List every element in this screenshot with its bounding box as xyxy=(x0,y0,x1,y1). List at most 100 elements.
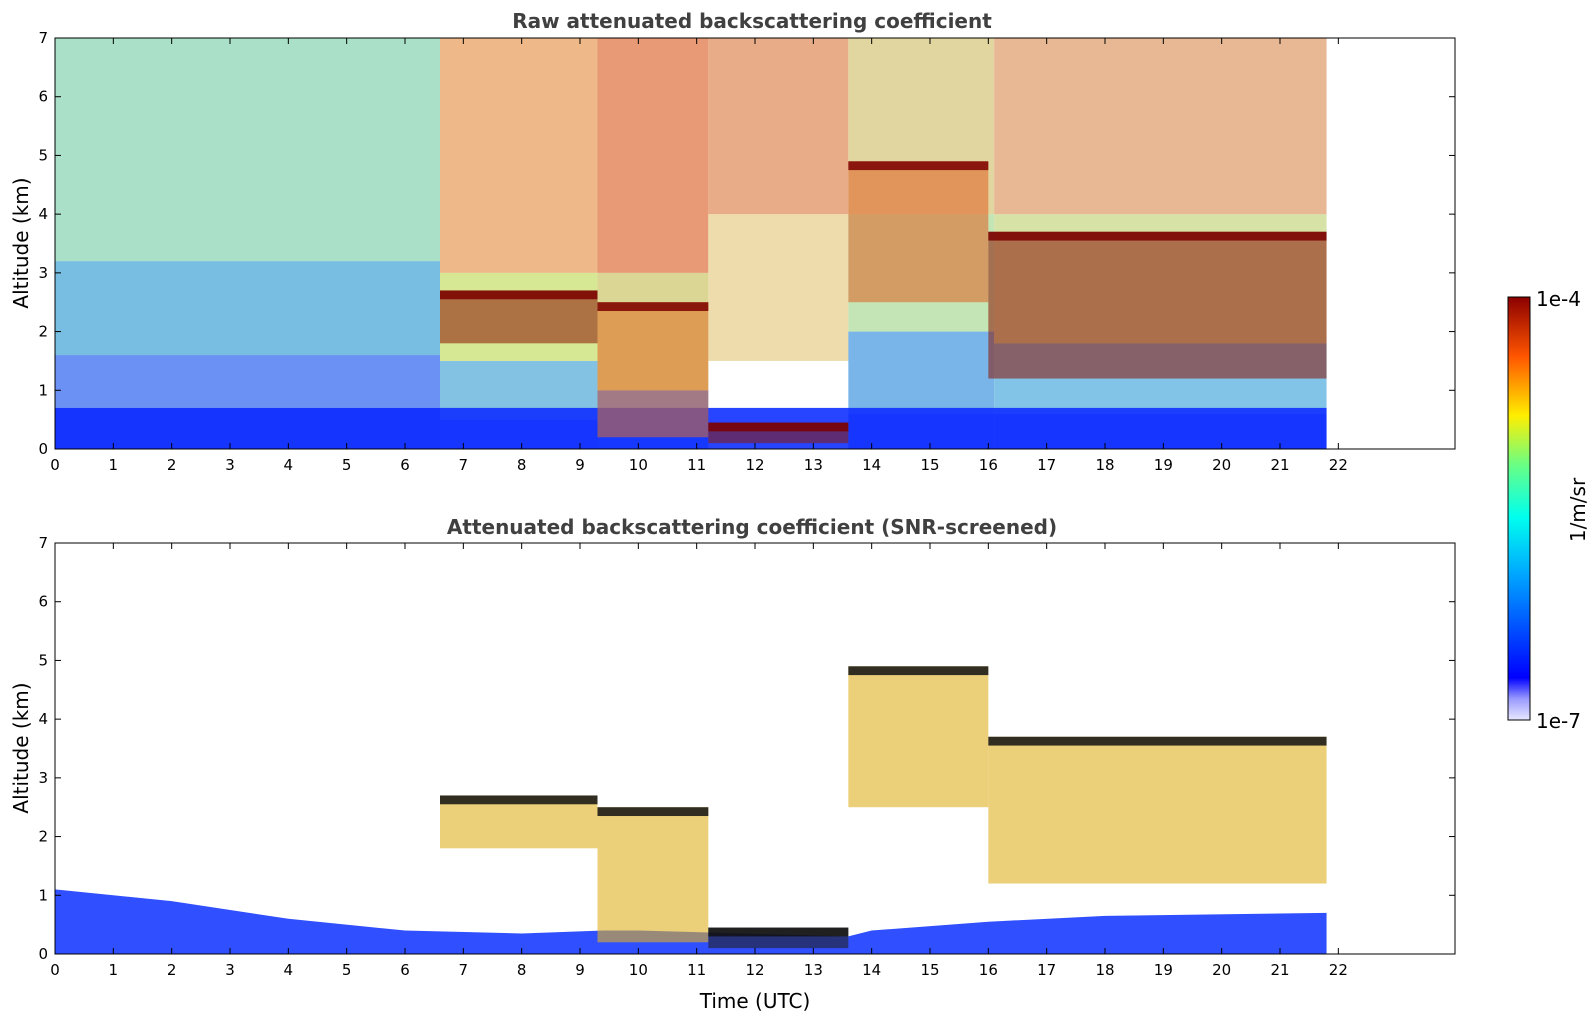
panel-title-raw: Raw attenuated backscattering coefficien… xyxy=(512,9,992,33)
x-tick-label: 1 xyxy=(109,961,119,979)
x-tick-label: 13 xyxy=(804,961,823,979)
x-tick-label: 14 xyxy=(862,456,881,474)
x-tick-label: 4 xyxy=(284,456,294,474)
y-tick-label: 5 xyxy=(38,146,48,164)
y-tick-label: 1 xyxy=(38,886,48,904)
background-band xyxy=(440,38,598,273)
x-ticks-raw: 0 1 2 3 4 5 6 7 8 9 10 11 12 13 14 15 16 17 18 19 20 21 22 xyxy=(50,38,1348,474)
background-band xyxy=(597,38,709,273)
y-tick-label: 2 xyxy=(38,323,48,341)
colorbar-unit-label: 1/m/sr xyxy=(1566,477,1590,542)
panel-raw: Raw attenuated backscattering coefficien… xyxy=(9,9,1456,474)
x-tick-label: 13 xyxy=(804,456,823,474)
x-tick-label: 4 xyxy=(284,961,294,979)
x-tick-label: 18 xyxy=(1095,961,1114,979)
colorbar-scale xyxy=(1507,296,1531,721)
x-tick-label: 10 xyxy=(629,961,648,979)
x-tick-label: 8 xyxy=(517,456,527,474)
x-tick-label: 20 xyxy=(1212,456,1231,474)
x-tick-label: 21 xyxy=(1270,961,1289,979)
no-data-region xyxy=(1326,543,1455,954)
x-tick-label: 7 xyxy=(459,961,469,979)
colorbar-max-label: 1e-4 xyxy=(1536,287,1581,311)
cloud-layer xyxy=(848,666,989,808)
y-ticks-raw: 0 1 2 3 4 5 6 7 xyxy=(38,29,1455,458)
x-axis-label: Time (UTC) xyxy=(699,989,811,1013)
background-band xyxy=(55,38,440,262)
background-band xyxy=(55,261,440,356)
x-tick-label: 12 xyxy=(745,456,764,474)
x-tick-label: 8 xyxy=(517,961,527,979)
x-tick-label: 21 xyxy=(1270,456,1289,474)
background-band xyxy=(55,355,440,408)
y-tick-label: 4 xyxy=(38,205,48,223)
x-tick-label: 20 xyxy=(1212,961,1231,979)
x-tick-label: 14 xyxy=(862,961,881,979)
x-tick-label: 5 xyxy=(342,456,352,474)
cloud-top xyxy=(440,795,598,805)
aerosol-layer xyxy=(55,889,1327,954)
x-tick-label: 16 xyxy=(979,961,998,979)
colorbar: 1e-4 1e-7 1/m/sr xyxy=(1507,287,1590,733)
x-ticks-screened: 0 1 2 3 4 5 6 7 8 9 10 11 12 13 14 15 16 17 18 19 20 21 22 xyxy=(50,543,1348,979)
x-tick-label: 5 xyxy=(342,961,352,979)
x-tick-label: 0 xyxy=(50,961,60,979)
y-tick-label: 0 xyxy=(38,440,48,458)
y-tick-label: 6 xyxy=(38,593,48,611)
x-tick-label: 2 xyxy=(167,456,177,474)
x-tick-label: 3 xyxy=(225,456,235,474)
x-tick-label: 18 xyxy=(1095,456,1114,474)
x-tick-label: 6 xyxy=(400,456,410,474)
cloud-layer xyxy=(848,161,989,303)
heatmap-screened xyxy=(55,543,1455,954)
cloud-top xyxy=(848,666,989,676)
background-band xyxy=(994,38,1327,215)
y-tick-label: 7 xyxy=(38,534,48,552)
panel-title-screened: Attenuated backscattering coefficient (S… xyxy=(447,515,1057,539)
y-tick-label: 1 xyxy=(38,381,48,399)
y-tick-label: 6 xyxy=(38,88,48,106)
x-tick-label: 15 xyxy=(920,456,939,474)
y-ticks-screened: 0 1 2 3 4 5 6 7 xyxy=(38,534,1455,963)
x-tick-label: 2 xyxy=(167,961,177,979)
x-tick-label: 17 xyxy=(1037,456,1056,474)
colorbar-min-label: 1e-7 xyxy=(1536,709,1581,733)
y-tick-label: 5 xyxy=(38,651,48,669)
x-tick-label: 19 xyxy=(1154,961,1173,979)
background-band xyxy=(848,331,995,414)
x-tick-label: 22 xyxy=(1329,961,1348,979)
background-band xyxy=(708,38,849,215)
x-tick-label: 22 xyxy=(1329,456,1348,474)
y-axis-label-screened: Altitude (km) xyxy=(9,682,33,813)
x-tick-label: 12 xyxy=(745,961,764,979)
cloud-top xyxy=(708,422,849,432)
cloud-layer xyxy=(597,302,709,438)
x-tick-label: 11 xyxy=(687,961,706,979)
cloud-top xyxy=(708,927,849,937)
no-data-region xyxy=(1326,38,1455,449)
y-tick-label: 3 xyxy=(38,264,48,282)
x-tick-label: 9 xyxy=(575,456,585,474)
cloud-layer xyxy=(988,736,1327,884)
x-tick-label: 11 xyxy=(687,456,706,474)
cloud-top xyxy=(597,807,709,817)
cloud-layer xyxy=(597,807,709,943)
y-tick-label: 4 xyxy=(38,710,48,728)
panel-screened: Attenuated backscattering coefficient (S… xyxy=(9,515,1456,1013)
cloud-top xyxy=(988,736,1327,746)
y-tick-label: 0 xyxy=(38,945,48,963)
x-tick-label: 6 xyxy=(400,961,410,979)
x-tick-label: 3 xyxy=(225,961,235,979)
x-tick-label: 7 xyxy=(459,456,469,474)
x-tick-label: 19 xyxy=(1154,456,1173,474)
y-tick-label: 2 xyxy=(38,828,48,846)
x-tick-label: 15 xyxy=(920,961,939,979)
x-tick-label: 17 xyxy=(1037,961,1056,979)
cloud-top xyxy=(597,302,709,312)
y-tick-label: 3 xyxy=(38,769,48,787)
x-tick-label: 0 xyxy=(50,456,60,474)
background-band xyxy=(708,214,849,361)
x-tick-label: 9 xyxy=(575,961,585,979)
cloud-top xyxy=(988,231,1327,241)
